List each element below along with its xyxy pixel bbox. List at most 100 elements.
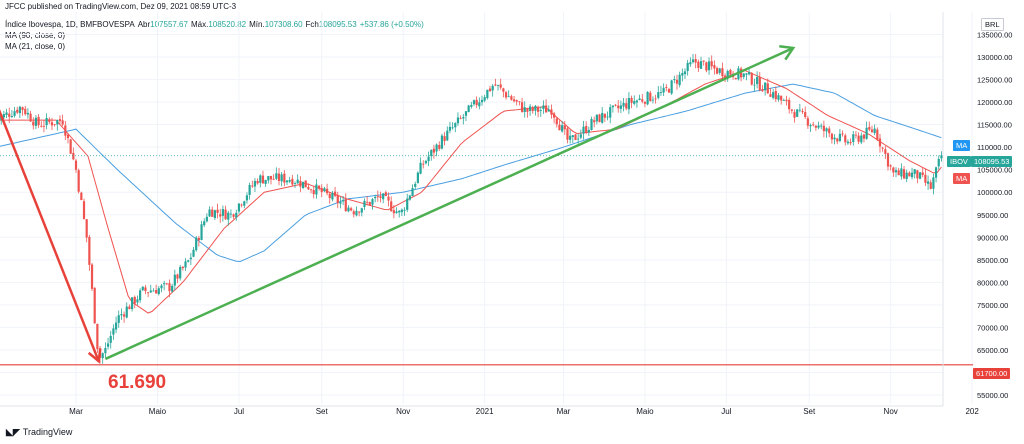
- candle-body: [614, 104, 617, 106]
- candle-body: [929, 182, 932, 189]
- axes[interactable]: 55000.0060000.0065000.0070000.0075000.00…: [0, 12, 1012, 416]
- candle-body: [577, 138, 580, 140]
- legend-ma-slow[interactable]: MA (90, close, 0): [5, 31, 66, 40]
- candle-body: [689, 62, 692, 65]
- x-tick-label: Nov: [884, 407, 898, 416]
- candle-body: [769, 94, 772, 97]
- candle-body: [320, 187, 323, 193]
- candle-body: [235, 212, 238, 218]
- candle-body: [8, 113, 11, 117]
- candle-body: [277, 173, 281, 182]
- candle-body: [325, 188, 329, 194]
- candle-body: [806, 118, 809, 126]
- legend-high-label: Máx.: [190, 20, 209, 29]
- candle-body: [638, 98, 641, 100]
- publisher-line: JFCC published on TradingView.com, Dez 0…: [5, 2, 237, 11]
- candle-body: [29, 113, 32, 122]
- candle-body: [13, 111, 16, 116]
- legend-title[interactable]: Índice Ibovespa, 1D, BMFBOVESPA: [5, 20, 135, 29]
- candle-body: [80, 192, 83, 201]
- candle-body: [128, 306, 131, 310]
- candle-body: [844, 135, 847, 143]
- candle-body: [480, 99, 484, 103]
- y-tick-label: 130000.00: [977, 53, 1012, 62]
- candle-body: [796, 109, 799, 117]
- candle-body: [398, 210, 401, 213]
- y-tick-label: 105000.00: [977, 166, 1012, 175]
- legend-open-value: 107557.67: [150, 20, 188, 29]
- candle-body: [358, 211, 361, 213]
- legend-change: +537.86 (+0.50%): [359, 20, 424, 29]
- legend-open-label: Abr: [137, 20, 151, 29]
- candle-body: [291, 178, 294, 185]
- x-tick-label: Maio: [149, 407, 167, 416]
- candle-body: [304, 180, 307, 188]
- ma-line: [0, 83, 942, 263]
- candle-body: [670, 80, 673, 94]
- candle-body: [211, 209, 214, 217]
- candle-body: [10, 116, 13, 117]
- candle-body: [817, 125, 820, 128]
- candle-body: [838, 133, 842, 141]
- candle-body: [734, 77, 737, 80]
- candle-body: [355, 210, 358, 216]
- candle-body: [691, 59, 695, 63]
- candle-body: [622, 102, 625, 107]
- y-tick-label: 110000.00: [977, 143, 1012, 152]
- candle-body: [93, 287, 96, 324]
- candle-body: [366, 201, 369, 203]
- candle-body: [686, 62, 689, 72]
- candle-body: [633, 101, 636, 104]
- candle-body: [237, 203, 241, 212]
- x-tick-label: Mar: [557, 407, 571, 416]
- candle-body: [192, 249, 195, 257]
- candle-body: [697, 61, 700, 68]
- candle-body: [403, 209, 406, 211]
- candle-body: [846, 141, 850, 144]
- candle-body: [857, 135, 860, 142]
- y-tick-label: 80000.00: [977, 278, 1008, 287]
- candle-body: [323, 188, 326, 192]
- candle-body: [331, 192, 334, 200]
- candle-body: [900, 168, 903, 177]
- candle-body: [627, 98, 631, 110]
- candle-body: [723, 75, 727, 78]
- candle-body: [515, 100, 518, 102]
- ma-line: [0, 70, 942, 314]
- candle-body: [705, 62, 708, 71]
- candle-body: [309, 189, 313, 191]
- candle-body: [739, 68, 743, 78]
- candle-body: [400, 209, 403, 213]
- candle-body: [152, 290, 155, 292]
- tradingview-logo[interactable]: ◣◤ TradingView: [6, 427, 72, 438]
- candle-body: [828, 128, 831, 134]
- candle-body: [155, 290, 158, 294]
- candle-body: [427, 156, 430, 162]
- candle-body: [88, 236, 91, 265]
- candle-body: [165, 283, 168, 285]
- candle-body: [390, 201, 393, 212]
- candle-body: [569, 135, 572, 140]
- candle-body: [454, 122, 457, 128]
- y-tick-label: 95000.00: [977, 211, 1008, 220]
- candle-body: [216, 209, 219, 213]
- candle-body: [833, 137, 836, 140]
- candle-body: [197, 237, 200, 241]
- candle-body: [478, 102, 481, 107]
- candle-body: [195, 237, 198, 251]
- legend-ma-fast[interactable]: MA (21, close, 0): [5, 42, 66, 51]
- x-tick-label: Set: [803, 407, 816, 416]
- candle-body: [72, 152, 75, 160]
- candle-body: [360, 208, 363, 213]
- candle-body: [585, 125, 588, 133]
- currency-label[interactable]: BRL: [981, 18, 1004, 31]
- candle-body: [662, 87, 665, 93]
- candle-body: [721, 68, 724, 77]
- candle-body: [296, 179, 299, 184]
- candle-body: [307, 187, 310, 190]
- y-tick-label: 100000.00: [977, 188, 1012, 197]
- candle-body: [240, 204, 243, 206]
- candle-body: [793, 112, 796, 118]
- candle-body: [603, 113, 606, 118]
